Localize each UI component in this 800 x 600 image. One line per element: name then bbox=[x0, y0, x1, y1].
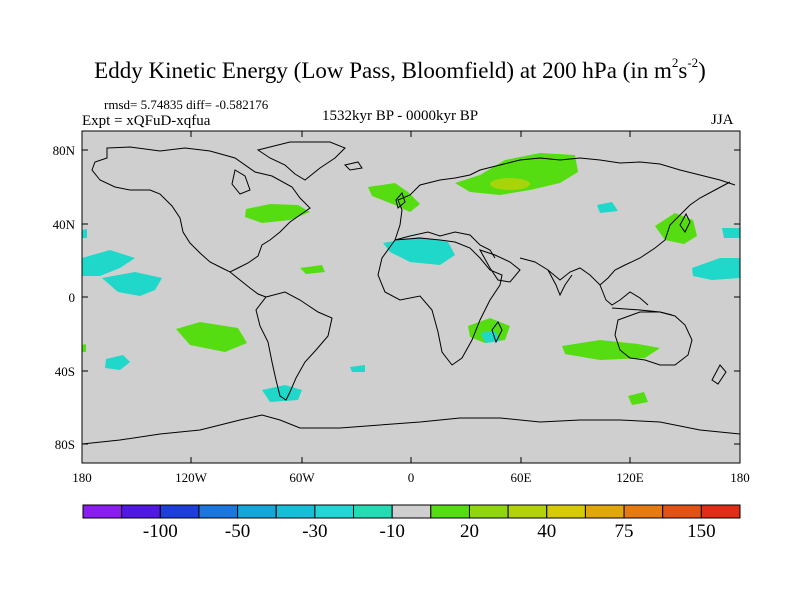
lat-label: 40S bbox=[55, 364, 75, 379]
colorbar-box bbox=[546, 504, 586, 519]
coast-mediterranean bbox=[394, 231, 496, 259]
anomaly-fields bbox=[82, 153, 740, 405]
coast-madagascar bbox=[491, 321, 503, 344]
coastlines bbox=[81, 141, 741, 445]
experiment-label: Expt = xQFuD-xqfua bbox=[82, 113, 211, 129]
colorbar-box bbox=[159, 504, 200, 519]
anomaly-cyan-northpacific-east bbox=[692, 258, 740, 280]
lon-label: 180 bbox=[730, 470, 750, 485]
colorbar-box bbox=[237, 504, 277, 519]
colorbar-box bbox=[353, 504, 393, 519]
colorbar-label: -10 bbox=[380, 521, 405, 542]
anomaly-green-japan bbox=[655, 213, 697, 244]
anomaly-cyan-southpacific bbox=[105, 355, 130, 370]
colorbar-box bbox=[275, 504, 316, 519]
season-label: JJA bbox=[711, 112, 734, 128]
colorbar-label: 150 bbox=[687, 521, 716, 542]
lat-ticks bbox=[82, 149, 740, 445]
anomaly-cyan-southatlantic bbox=[350, 365, 365, 372]
colorbar-label: 40 bbox=[537, 521, 556, 542]
lat-label: 80N bbox=[53, 143, 76, 158]
coast-antarctica bbox=[81, 414, 741, 445]
coast-europe bbox=[394, 157, 736, 241]
coast-uk bbox=[395, 192, 406, 209]
anomaly-cyan-northpacific bbox=[82, 250, 135, 276]
coast-australia bbox=[614, 311, 693, 366]
coast-hudson bbox=[231, 169, 251, 195]
colorbar-box bbox=[623, 504, 664, 519]
rmsd-stats: rmsd= 5.74835 diff= -0.582176 bbox=[104, 97, 269, 112]
lon-label: 0 bbox=[408, 470, 415, 485]
lon-label: 120E bbox=[616, 470, 644, 485]
anomaly-cyan-south-america-tip bbox=[262, 385, 302, 402]
coast-new-zealand bbox=[711, 364, 727, 385]
lon-label: 120W bbox=[175, 470, 208, 485]
coast-india bbox=[547, 269, 573, 297]
colorbar-box bbox=[121, 504, 161, 519]
anomaly-green-eurasia bbox=[455, 153, 578, 195]
anomaly-yellowgreen-eurasia bbox=[490, 178, 530, 190]
anomaly-cyan-eastpacific bbox=[82, 229, 87, 238]
colorbar-labels: -100 -50 -30 -10 20 40 75 150 bbox=[143, 521, 716, 542]
coast-central-america bbox=[229, 271, 267, 298]
colorbar-box bbox=[468, 504, 509, 519]
lat-labels: 80N 40N 0 40S 80S bbox=[53, 143, 76, 452]
anomaly-cyan-pacific2 bbox=[102, 272, 162, 296]
colorbar-box bbox=[430, 504, 470, 519]
lat-label: 80S bbox=[55, 437, 75, 452]
lon-ticks bbox=[190, 131, 631, 463]
period-label: 1532kyr BP - 0000kyr BP bbox=[322, 108, 479, 124]
colorbar-box bbox=[662, 504, 702, 519]
anomaly-green-south-small bbox=[628, 392, 648, 405]
colorbar-box bbox=[82, 504, 123, 519]
plot-title: Eddy Kinetic Energy (Low Pass, Bloomfiel… bbox=[94, 55, 706, 83]
coast-japan bbox=[679, 212, 691, 233]
colorbar-box bbox=[314, 504, 355, 519]
colorbar-label: 75 bbox=[615, 521, 634, 542]
lat-label: 40N bbox=[53, 217, 76, 232]
anomaly-green-midatlantic bbox=[300, 265, 325, 274]
colorbar-box bbox=[584, 504, 625, 519]
colorbar-label: -100 bbox=[143, 521, 178, 542]
colorbar-box bbox=[507, 504, 548, 519]
coast-greenland bbox=[256, 141, 346, 181]
anomaly-cyan-nw-pacific2 bbox=[722, 228, 740, 238]
coast-south-america bbox=[255, 291, 333, 401]
coast-africa bbox=[377, 237, 503, 366]
anomaly-green-indianocean bbox=[562, 340, 660, 360]
coast-arabia bbox=[478, 249, 521, 283]
colorbar bbox=[82, 504, 741, 519]
colorbar-box bbox=[700, 504, 741, 519]
lat-label: 0 bbox=[69, 290, 76, 305]
colorbar-box bbox=[198, 504, 239, 519]
coast-iceland bbox=[344, 161, 363, 171]
coast-se-asia bbox=[599, 284, 649, 306]
lon-label: 60W bbox=[289, 470, 315, 485]
anomaly-green-southpacific bbox=[176, 322, 247, 352]
anomaly-green-west bbox=[82, 344, 86, 352]
coast-north-america bbox=[91, 146, 311, 273]
lon-labels: 180 120W 60W 0 60E 120E 180 bbox=[72, 470, 750, 485]
colorbar-label: -50 bbox=[225, 521, 250, 542]
map-ocean bbox=[82, 131, 740, 463]
colorbar-label: -30 bbox=[302, 521, 327, 542]
coast-asia-south bbox=[519, 181, 731, 286]
lon-label: 180 bbox=[72, 470, 92, 485]
anomaly-green-northamerica bbox=[245, 204, 310, 223]
colorbar-label: 20 bbox=[460, 521, 479, 542]
anomaly-green-scandinavia bbox=[368, 183, 420, 212]
lon-label: 60E bbox=[511, 470, 532, 485]
anomaly-cyan-nw-pacific bbox=[597, 202, 618, 213]
anomaly-cyan-northatlantic bbox=[383, 237, 455, 265]
colorbar-box bbox=[391, 504, 432, 519]
